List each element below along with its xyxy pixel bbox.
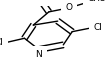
Text: Cl: Cl [93,23,102,32]
Text: O: O [39,0,46,2]
Text: N: N [36,50,42,59]
Text: CH3: CH3 [88,0,106,3]
Text: O: O [65,3,72,12]
Text: Cl: Cl [0,38,3,47]
